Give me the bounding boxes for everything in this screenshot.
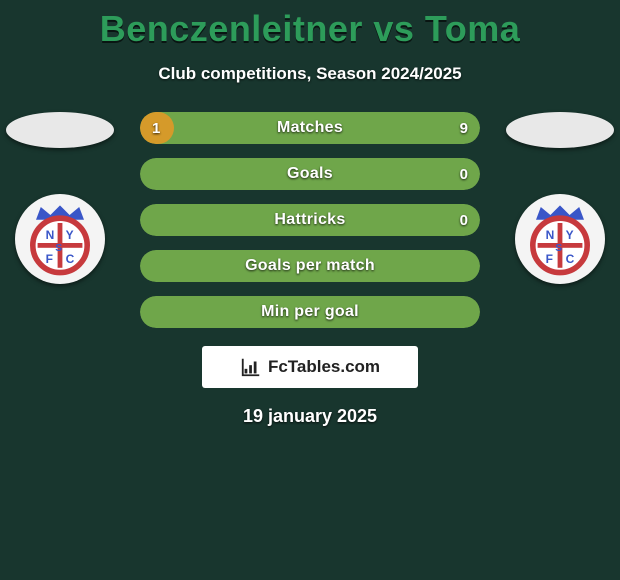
svg-text:S: S bbox=[55, 243, 62, 254]
metric-value-right: 0 bbox=[460, 158, 468, 190]
svg-text:N: N bbox=[546, 228, 555, 242]
svg-text:Y: Y bbox=[66, 228, 74, 242]
metric-bar: Hattricks0 bbox=[140, 204, 480, 236]
metric-bars: Matches19Goals0Hattricks0Goals per match… bbox=[140, 112, 480, 328]
metric-value-right: 9 bbox=[460, 112, 468, 144]
metric-label: Matches bbox=[140, 112, 480, 144]
player-right-club-badge: N Y F C S bbox=[515, 194, 605, 284]
subtitle: Club competitions, Season 2024/2025 bbox=[0, 64, 620, 84]
metric-bar: Goals0 bbox=[140, 158, 480, 190]
metric-value-left: 1 bbox=[152, 112, 160, 144]
player-left-photo bbox=[6, 112, 114, 148]
svg-text:S: S bbox=[555, 243, 562, 254]
metric-label: Min per goal bbox=[140, 296, 480, 328]
comparison-arena: N Y F C S N Y F C S Matches19Goals0Hattr… bbox=[0, 112, 620, 427]
metric-bar: Min per goal bbox=[140, 296, 480, 328]
watermark-chart-icon bbox=[240, 356, 262, 378]
svg-text:C: C bbox=[66, 252, 75, 266]
date-text: 19 january 2025 bbox=[0, 406, 620, 427]
player-left-club-badge: N Y F C S bbox=[15, 194, 105, 284]
svg-text:N: N bbox=[46, 228, 55, 242]
metric-value-right: 0 bbox=[460, 204, 468, 236]
metric-label: Goals bbox=[140, 158, 480, 190]
metric-bar: Matches1 9 bbox=[140, 112, 480, 144]
metric-bar: Goals per match bbox=[140, 250, 480, 282]
metric-label: Hattricks bbox=[140, 204, 480, 236]
player-right-slot: N Y F C S bbox=[500, 112, 620, 284]
svg-text:F: F bbox=[546, 252, 553, 266]
metric-label: Goals per match bbox=[140, 250, 480, 282]
svg-text:C: C bbox=[566, 252, 575, 266]
watermark: FcTables.com bbox=[202, 346, 418, 388]
player-left-slot: N Y F C S bbox=[0, 112, 120, 284]
svg-text:Y: Y bbox=[566, 228, 574, 242]
player-right-photo bbox=[506, 112, 614, 148]
watermark-text: FcTables.com bbox=[268, 357, 380, 377]
page-title: Benczenleitner vs Toma bbox=[0, 0, 620, 50]
svg-text:F: F bbox=[46, 252, 53, 266]
